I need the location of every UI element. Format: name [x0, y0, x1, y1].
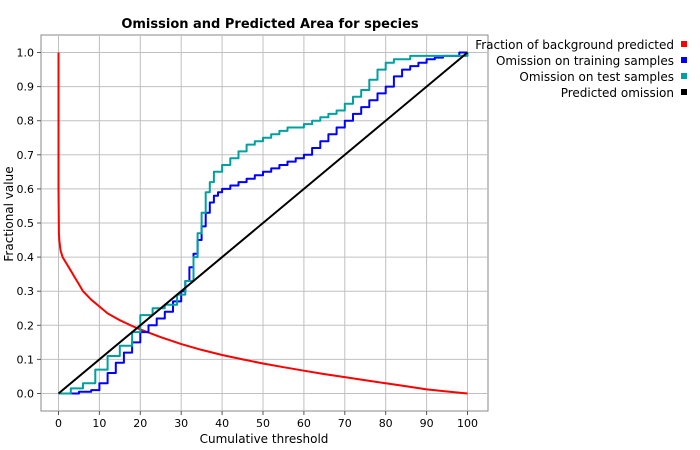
y-tick-label: 0.8	[17, 115, 35, 128]
x-tick-label: 20	[133, 417, 147, 430]
x-tick-label: 10	[92, 417, 106, 430]
x-tick-label: 100	[457, 417, 478, 430]
x-tick-label: 90	[420, 417, 434, 430]
y-axis-label: Fractional value	[2, 166, 16, 261]
legend-item-predicted-label: Predicted omission	[561, 86, 674, 100]
plot-area: 0 10 20 30 40 50 60 70 80 90 100 0.0 0.1 0.2 0.3 0.4 0.5…	[17, 34, 489, 430]
x-tick-label: 50	[256, 417, 270, 430]
legend: Fraction of background predicted Omission…	[475, 38, 687, 100]
y-tick-label: 0.9	[17, 81, 35, 94]
y-tick-label: 1.0	[17, 47, 35, 60]
y-tick-label: 0.0	[17, 388, 35, 401]
y-tick-label: 0.4	[17, 251, 35, 264]
y-tick-label: 0.5	[17, 217, 35, 230]
y-tick-label: 0.6	[17, 183, 35, 196]
training-omission-line	[58, 51, 468, 395]
chart-title: Omission and Predicted Area for species	[121, 17, 419, 32]
legend-item-background-swatch	[681, 41, 687, 47]
y-tick-label: 0.3	[17, 285, 35, 298]
test-omission-line	[58, 52, 469, 395]
legend-item-training-swatch	[681, 57, 687, 63]
legend-item-predicted-swatch	[681, 89, 687, 95]
legend-item-test-label: Omission on test samples	[519, 70, 674, 84]
x-tick-label: 0	[55, 417, 62, 430]
x-tick-label: 80	[379, 417, 393, 430]
y-tick-label: 0.2	[17, 319, 35, 332]
legend-item-test-swatch	[681, 73, 687, 79]
x-tick-label: 60	[297, 417, 311, 430]
x-axis-label: Cumulative threshold	[200, 432, 329, 446]
predicted-omission-line	[57, 51, 469, 395]
y-tick-label: 0.7	[17, 149, 35, 162]
legend-item-background-label: Fraction of background predicted	[475, 38, 674, 52]
y-tick-label: 0.1	[17, 353, 35, 366]
x-tick-label: 40	[215, 417, 229, 430]
x-tick-label: 30	[174, 417, 188, 430]
legend-item-training-label: Omission on training samples	[496, 54, 674, 68]
x-tick-label: 70	[338, 417, 352, 430]
